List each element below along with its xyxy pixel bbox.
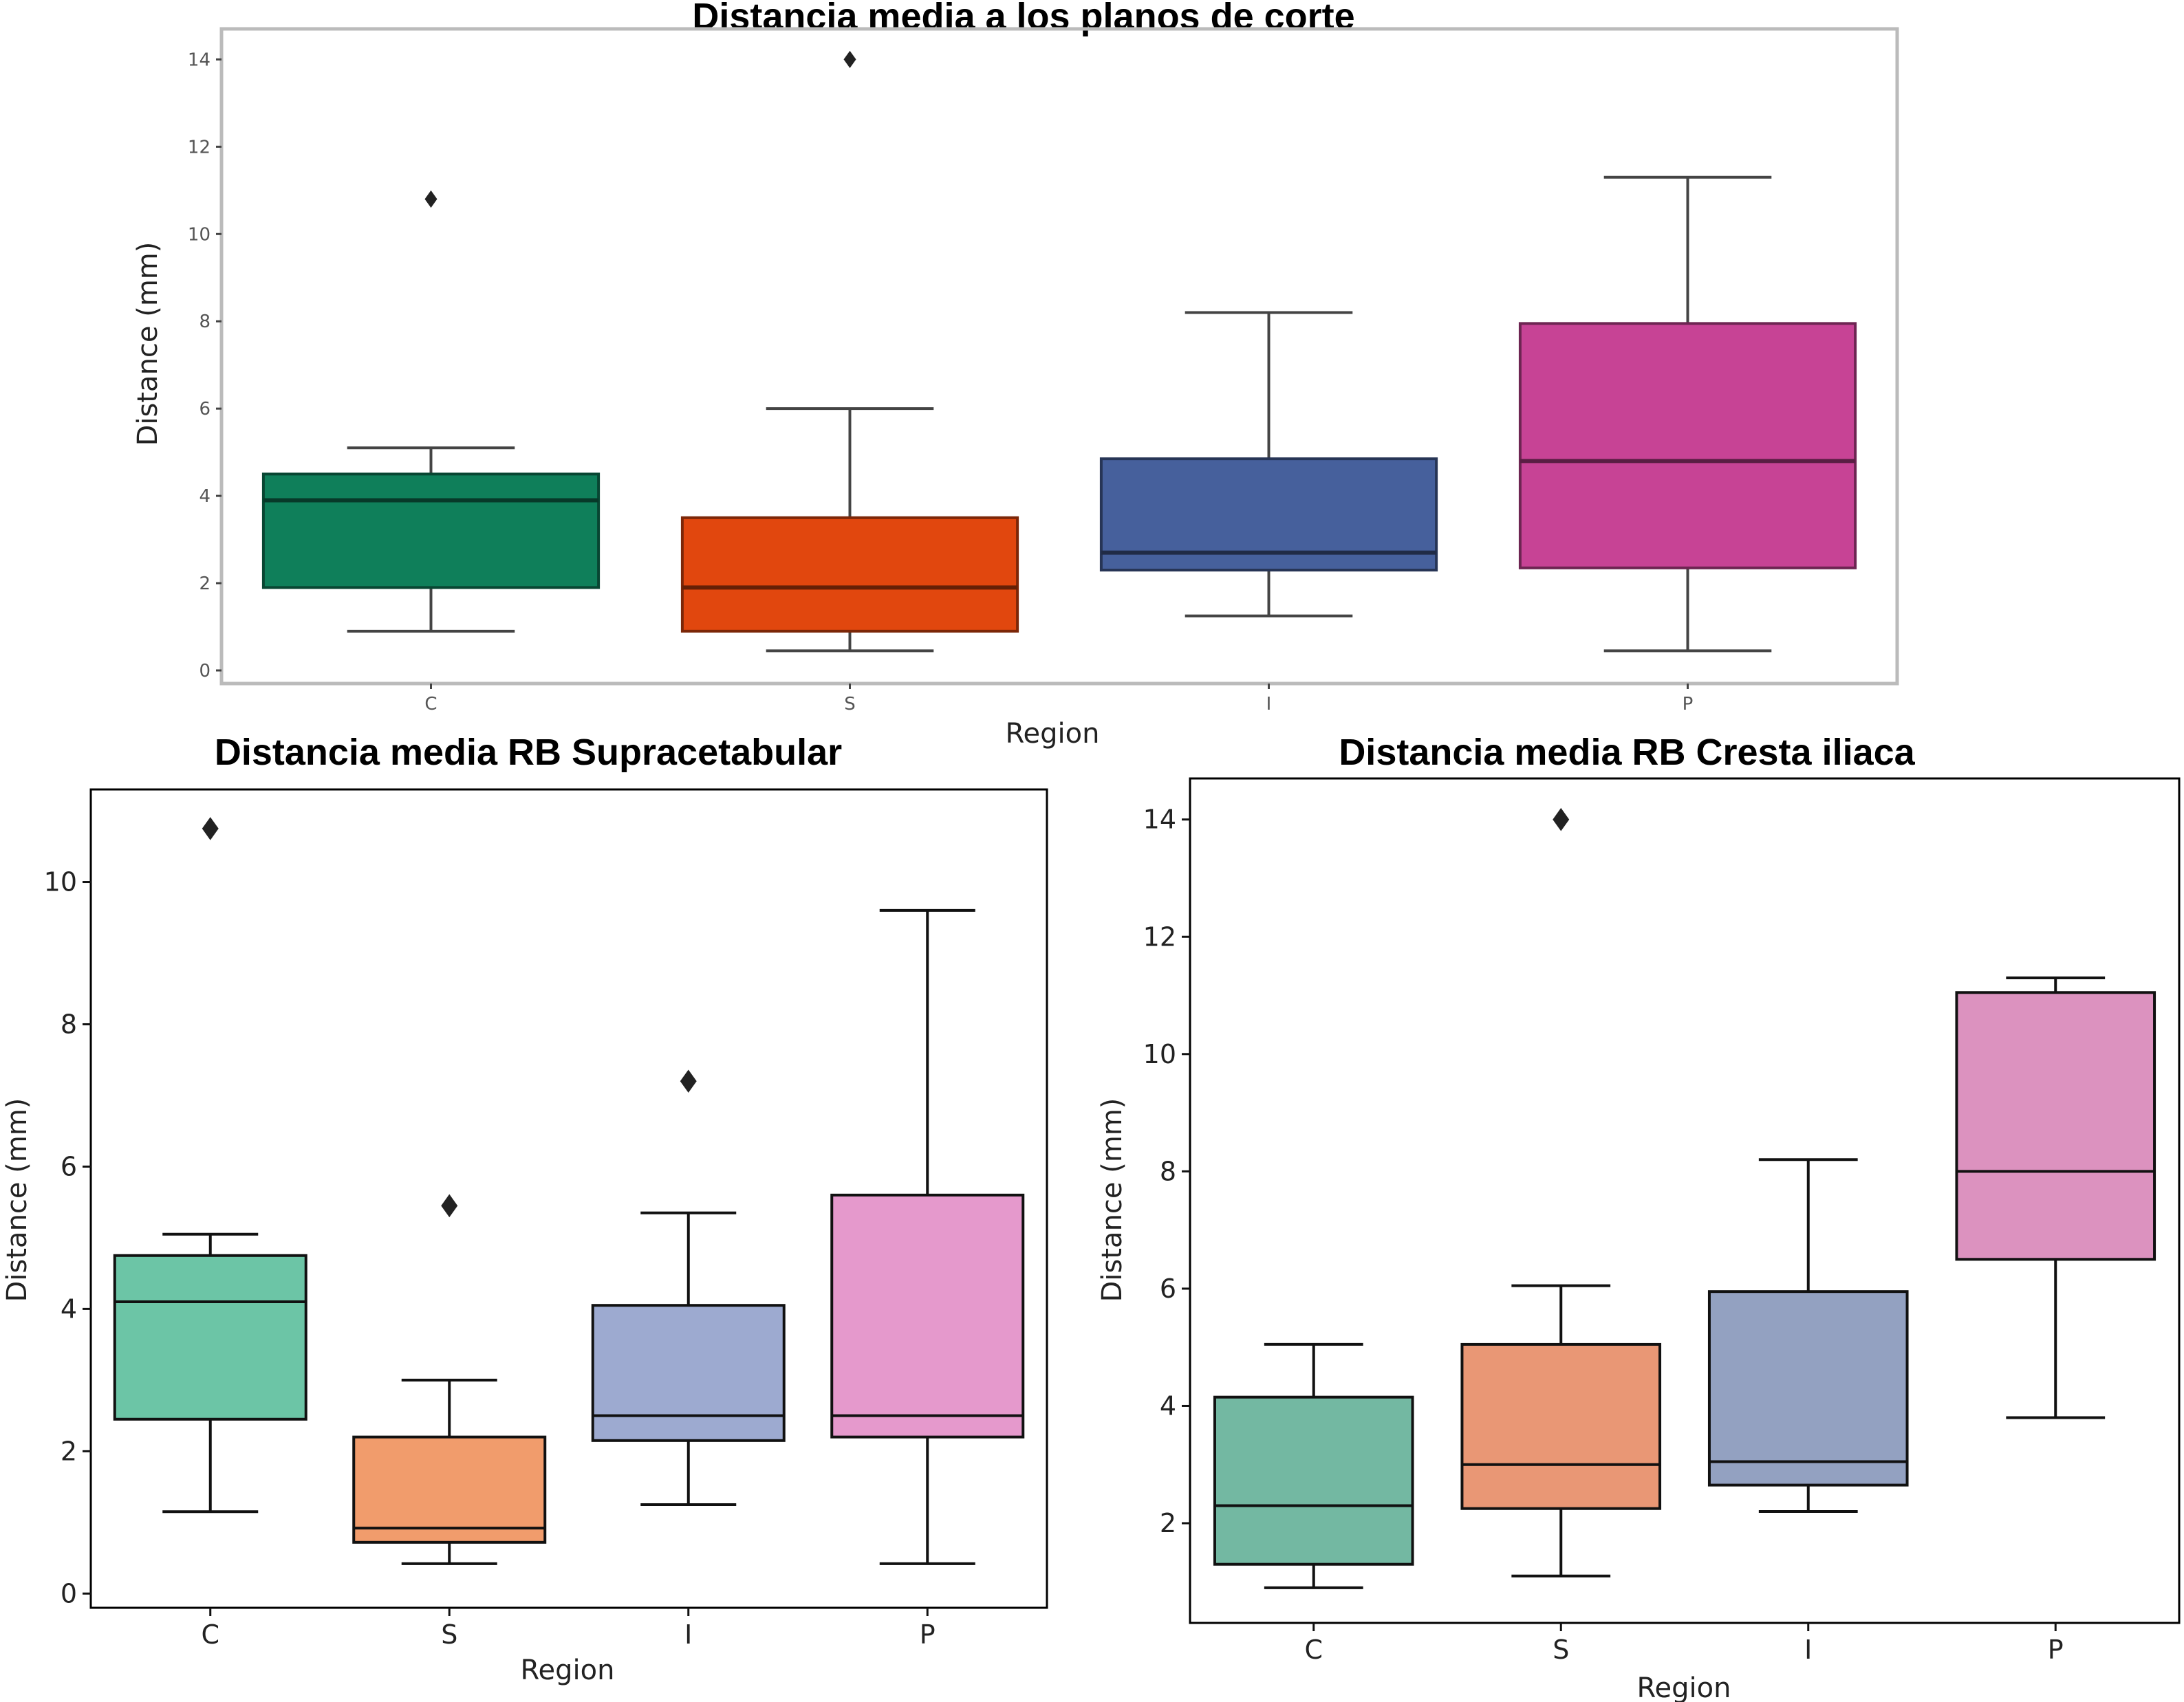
box-I [591,1069,786,1506]
boxplot-top: 0 2 4 6 8 10 12 14 C S I P [188,27,1899,714]
y-tick-label: 8 [199,312,210,332]
x-tick-label: I [1804,1635,1812,1665]
x-tick-label: C [424,694,437,714]
box-C [113,817,307,1514]
box-P [1955,976,2156,1419]
box-body [261,472,601,589]
box-I [1099,311,1438,618]
y-tick-label: 14 [188,50,210,70]
plot-frame [1189,777,2181,1624]
y-tick-label: 6 [199,399,210,419]
y-tick-label: 4 [1160,1390,1176,1421]
y-tick-label: 6 [1160,1274,1176,1304]
outlier-marker [441,1194,458,1218]
y-tick-label: 12 [188,137,210,157]
box-body [352,1435,547,1544]
x-axis-label-bottom-left: Region [521,1655,615,1686]
box-C [261,190,601,633]
outlier-marker [202,817,219,840]
box-I [1707,1158,1909,1513]
plot-frame [89,788,1048,1609]
y-tick-label: 0 [199,661,210,681]
chart-title-bottom-left: Distancia media RB Supracetabular [215,732,842,773]
box-body [1707,1290,1909,1487]
y-tick-label: 4 [199,486,210,507]
x-tick-label: S [441,1619,457,1650]
box-body [1213,1395,1414,1566]
box-body [1955,991,2156,1261]
boxplot-bottom-left: 0 2 4 6 8 10 C S I P [44,788,1048,1650]
y-tick-label: 2 [199,574,210,594]
box-P [1518,175,1857,653]
y-axis-label-bottom-left: Distance (mm) [1,1098,33,1302]
box-body [680,516,1019,633]
x-axis-label-top: Region [1006,718,1100,750]
y-tick-label: 10 [44,867,77,897]
box-C [1213,1342,1414,1589]
y-tick-label: 4 [61,1294,77,1324]
outlier-marker [843,50,856,69]
y-tick-label: 0 [61,1578,77,1608]
outlier-marker [1553,807,1570,831]
x-tick-label: P [1683,694,1694,714]
x-tick-label: I [1266,694,1272,714]
outlier-marker [680,1069,697,1093]
y-axis-label-top: Distance (mm) [132,242,164,446]
x-tick-label: S [844,694,856,714]
box-body [1518,322,1857,569]
y-tick-label: 10 [188,224,210,245]
outlier-marker [424,190,437,208]
box-body [830,1193,1025,1439]
box-body [113,1254,307,1421]
y-axis-label-bottom-right: Distance (mm) [1096,1098,1128,1302]
chart-title-bottom-right: Distancia media RB Cresta iliaca [1339,732,1915,773]
x-tick-label: I [684,1619,692,1650]
x-tick-label: C [1304,1635,1323,1665]
x-axis-label-bottom-right: Region [1637,1672,1731,1702]
y-tick-label: 10 [1143,1039,1176,1069]
box-P [830,908,1025,1565]
y-tick-label: 12 [1143,921,1176,952]
box-body [591,1304,786,1442]
box-S [680,50,1019,653]
y-tick-label: 8 [1160,1156,1176,1186]
x-tick-label: P [920,1619,936,1650]
y-tick-label: 2 [1160,1508,1176,1538]
y-tick-label: 2 [61,1436,77,1466]
plot-frame [219,27,1899,686]
box-S [1460,807,1662,1578]
y-tick-label: 8 [61,1009,77,1039]
y-tick-label: 6 [61,1151,77,1181]
boxplot-bottom-right: 2 4 6 8 10 12 14 C S I P [1143,777,2181,1665]
y-tick-label: 14 [1143,805,1176,835]
x-tick-label: S [1553,1635,1569,1665]
box-S [352,1194,547,1565]
x-tick-label: C [201,1619,219,1650]
chart-title-top: Distancia media a los planos de corte [692,0,1354,37]
x-tick-label: P [2048,1635,2064,1665]
box-body [1460,1342,1662,1510]
